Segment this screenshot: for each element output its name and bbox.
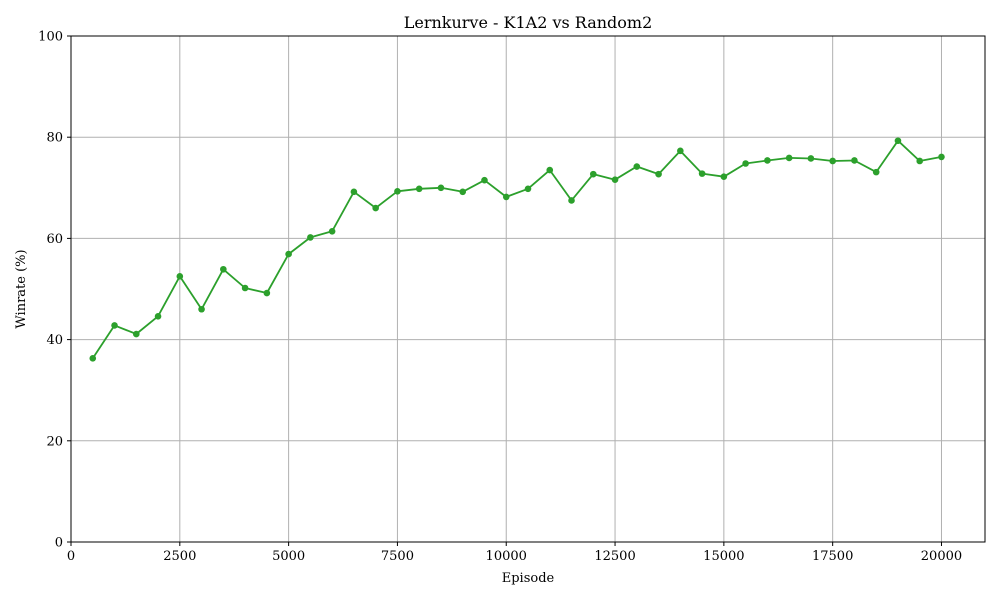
y-tick-label: 40 bbox=[46, 333, 63, 348]
data-point bbox=[764, 157, 771, 164]
x-tick-label: 17500 bbox=[812, 549, 853, 564]
data-point bbox=[611, 176, 619, 184]
ticks: 0 2500 5000 7500 10000 12500 15000 17500 20000 0 2… bbox=[38, 30, 962, 565]
data-point bbox=[372, 204, 379, 212]
data-point bbox=[829, 157, 836, 165]
x-axis-label: Episode bbox=[502, 571, 555, 586]
data-point bbox=[437, 184, 445, 192]
y-tick-label: 60 bbox=[46, 232, 63, 247]
data-point bbox=[111, 322, 118, 329]
data-point bbox=[807, 155, 815, 162]
data-point bbox=[655, 170, 662, 178]
data-point bbox=[502, 193, 510, 201]
x-tick-label: 5000 bbox=[272, 549, 305, 564]
data-point bbox=[785, 154, 793, 162]
chart-title: Lernkurve - K1A2 vs Random2 bbox=[404, 13, 653, 32]
data-point bbox=[481, 176, 488, 184]
x-tick-label: 10000 bbox=[486, 549, 527, 564]
data-point bbox=[154, 313, 162, 320]
y-tick-label: 0 bbox=[55, 536, 63, 551]
x-tick-label: 7500 bbox=[381, 549, 414, 564]
y-tick-label: 80 bbox=[46, 131, 63, 146]
data-point bbox=[938, 153, 945, 161]
data-point bbox=[415, 185, 423, 193]
series-winrate bbox=[89, 137, 945, 362]
data-point bbox=[677, 147, 684, 155]
x-tick-label: 0 bbox=[67, 549, 75, 564]
data-point bbox=[285, 250, 292, 258]
data-point bbox=[220, 265, 227, 273]
data-point bbox=[459, 188, 467, 196]
data-point bbox=[307, 234, 314, 241]
data-point bbox=[633, 163, 641, 170]
data-point bbox=[589, 170, 597, 178]
data-point bbox=[568, 197, 575, 204]
data-point bbox=[742, 160, 749, 167]
y-tick-label: 100 bbox=[38, 30, 63, 45]
data-point bbox=[698, 170, 706, 177]
data-point bbox=[894, 137, 902, 145]
data-point bbox=[328, 228, 336, 235]
data-point bbox=[89, 355, 97, 362]
data-point bbox=[198, 305, 205, 313]
y-axis-label: Winrate (%) bbox=[14, 249, 29, 328]
data-point bbox=[394, 188, 401, 195]
data-point bbox=[851, 157, 858, 164]
x-tick-label: 12500 bbox=[594, 549, 635, 564]
x-tick-label: 15000 bbox=[703, 549, 744, 564]
series-line bbox=[92, 139, 942, 359]
x-tick-label: 20000 bbox=[921, 549, 962, 564]
data-point bbox=[241, 284, 249, 292]
data-point bbox=[263, 289, 271, 297]
plot-frame bbox=[70, 35, 986, 543]
data-point bbox=[176, 273, 184, 280]
data-point bbox=[916, 157, 924, 165]
data-point bbox=[132, 330, 140, 338]
y-tick-label: 20 bbox=[46, 434, 63, 449]
data-point bbox=[872, 168, 880, 176]
x-tick-label: 2500 bbox=[163, 549, 196, 564]
data-point bbox=[720, 173, 728, 180]
data-point bbox=[546, 166, 554, 174]
data-point bbox=[524, 185, 532, 193]
data-point bbox=[350, 188, 358, 196]
